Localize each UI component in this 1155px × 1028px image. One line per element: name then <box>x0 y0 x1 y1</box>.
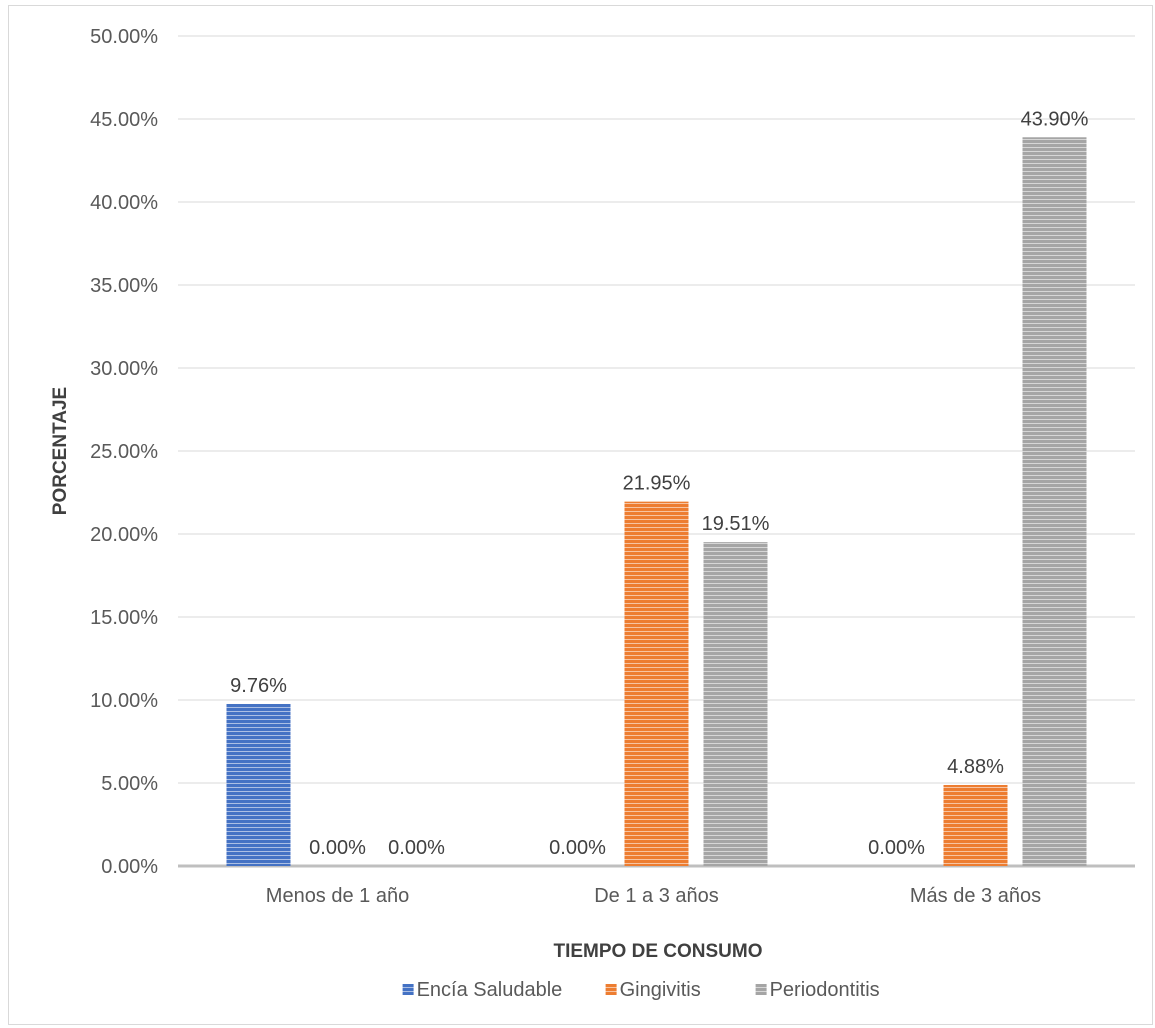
bar <box>1022 137 1087 866</box>
data-label: 4.88% <box>947 756 1004 778</box>
data-label: 19.51% <box>702 513 770 535</box>
x-axis-ticks: Menos de 1 año De 1 a 3 años Más de 3 años <box>266 885 1041 907</box>
data-label: 43.90% <box>1021 108 1089 130</box>
y-tick-label: 15.00% <box>90 607 158 629</box>
data-label: 0.00% <box>388 837 445 859</box>
legend-label: Gingivitis <box>620 979 701 1001</box>
y-axis-title: PORCENTAJE <box>50 387 71 515</box>
x-tick-label: Menos de 1 año <box>266 885 409 907</box>
legend-swatch <box>402 984 414 995</box>
y-tick-label: 45.00% <box>90 109 158 131</box>
x-tick-label: De 1 a 3 años <box>594 885 719 907</box>
y-axis-ticks: 0.00% 5.00% 10.00% 15.00% 20.00% 25.00% 30.00%… <box>90 26 158 878</box>
bar <box>624 501 689 866</box>
y-tick-label: 10.00% <box>90 690 158 712</box>
data-label: 9.76% <box>230 675 287 697</box>
legend-label: Encía Saludable <box>417 979 563 1001</box>
y-tick-label: 25.00% <box>90 441 158 463</box>
y-tick-label: 0.00% <box>101 856 158 878</box>
y-tick-label: 5.00% <box>101 773 158 795</box>
data-label: 0.00% <box>868 837 925 859</box>
legend-swatch <box>755 984 767 995</box>
bar <box>943 784 1008 866</box>
data-label: 0.00% <box>549 837 606 859</box>
bar <box>703 542 768 866</box>
legend-swatch <box>605 984 617 995</box>
data-label: 0.00% <box>309 837 366 859</box>
data-label: 21.95% <box>623 473 691 495</box>
data-labels: 9.76% 0.00% 0.00% 0.00% 21.95% 19.51% 0.00% 4.8… <box>230 108 1088 859</box>
legend: Encía Saludable Gingivitis Periodontitis <box>402 979 880 1001</box>
y-tick-label: 50.00% <box>90 26 158 48</box>
legend-label: Periodontitis <box>770 979 880 1001</box>
bars <box>226 137 1087 866</box>
y-tick-label: 20.00% <box>90 524 158 546</box>
y-tick-label: 40.00% <box>90 192 158 214</box>
x-axis-title: TIEMPO DE CONSUMO <box>553 941 762 962</box>
y-tick-label: 30.00% <box>90 358 158 380</box>
x-tick-label: Más de 3 años <box>910 885 1041 907</box>
y-tick-label: 35.00% <box>90 275 158 297</box>
bar <box>226 703 291 866</box>
